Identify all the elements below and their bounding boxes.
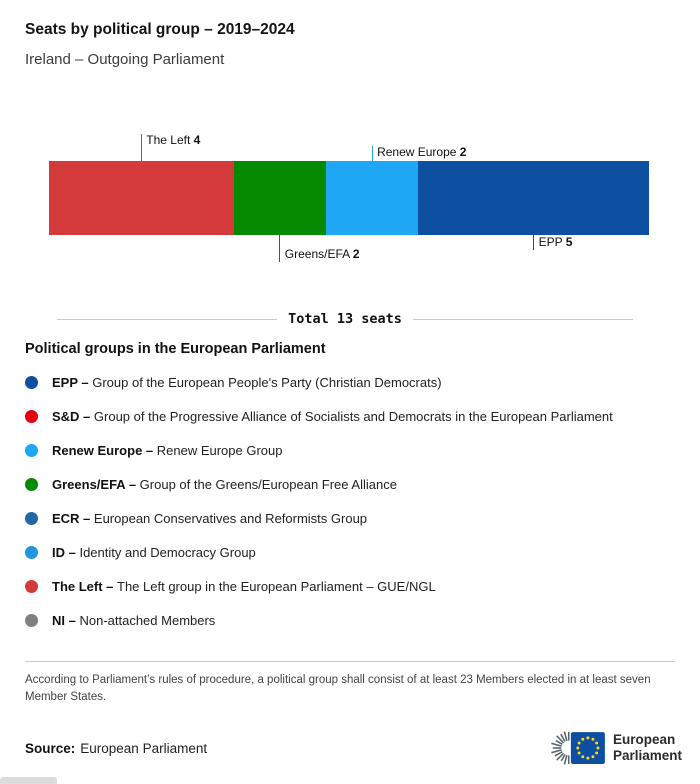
legend-label: Greens/EFA – Group of the Greens/Europea… xyxy=(52,476,397,492)
legend-color-dot xyxy=(25,545,38,559)
divider-line-left xyxy=(57,318,278,320)
footnote-divider xyxy=(25,661,675,662)
legend-label: S&D – Group of the Progressive Alliance … xyxy=(52,408,613,424)
stacked-bar-chart: The Left 4 Greens/EFA 2 Renew Europe 2 EPP … xyxy=(49,101,649,285)
chart-title: Seats by political group – 2019–2024 xyxy=(25,21,295,38)
legend-item: The Left – The Left group in the Europea… xyxy=(25,569,675,603)
legend-label: ID – Identity and Democracy Group xyxy=(52,544,256,560)
ep-logo-text-line2: Parliament xyxy=(612,748,682,763)
legend-label: The Left – The Left group in the Europea… xyxy=(52,578,436,594)
source-value: European Parliament xyxy=(80,740,208,756)
legend-color-dot xyxy=(25,375,38,389)
legend-color-dot xyxy=(25,511,38,525)
bar-segment-renew-europe[interactable] xyxy=(325,161,419,235)
legend-list: EPP – Group of the European People's Par… xyxy=(25,365,675,637)
footer: Source: European Parliament xyxy=(25,728,682,768)
source-label: Source: xyxy=(25,740,76,756)
chart-subtitle: Ireland – Outgoing Parliament xyxy=(25,51,225,68)
legend-item: Greens/EFA – Group of the Greens/Europea… xyxy=(25,467,675,501)
legend-color-dot xyxy=(25,409,38,423)
bar-segment-epp[interactable] xyxy=(418,161,649,235)
legend-item: EPP – Group of the European People's Par… xyxy=(25,365,675,399)
legend-heading: Political groups in the European Parliam… xyxy=(25,341,326,357)
legend-color-dot xyxy=(25,613,38,627)
segment-label: The Left 4 xyxy=(146,133,201,147)
segment-label: Greens/EFA 2 xyxy=(284,247,360,261)
ep-hemicycle-flag-icon xyxy=(551,731,605,765)
legend-color-dot xyxy=(25,443,38,457)
segment-label: Renew Europe 2 xyxy=(377,145,467,159)
total-seats-label: Total 13 seats xyxy=(288,311,402,327)
ep-logo-text: European Parliament xyxy=(613,732,682,763)
legend-item: ID – Identity and Democracy Group xyxy=(25,535,675,569)
source-line: Source: European Parliament xyxy=(25,741,207,756)
total-divider: Total 13 seats xyxy=(57,311,634,327)
legend-label: EPP – Group of the European People's Par… xyxy=(52,374,442,390)
ep-logo-text-line1: European xyxy=(612,732,676,748)
legend-item: Renew Europe – Renew Europe Group xyxy=(25,433,675,467)
segment-label: EPP 5 xyxy=(538,235,573,249)
legend-label: NI – Non-attached Members xyxy=(52,612,216,628)
legend-item: NI – Non-attached Members xyxy=(25,603,675,637)
legend-color-dot xyxy=(25,477,38,491)
legend-item: S&D – Group of the Progressive Alliance … xyxy=(25,399,675,433)
footnote: According to Parliament’s rules of proce… xyxy=(25,674,651,703)
bar-segment-greens-efa[interactable] xyxy=(233,161,326,235)
partial-cutoff-element xyxy=(0,777,57,784)
legend-label: ECR – European Conservatives and Reformi… xyxy=(52,510,368,526)
legend-color-dot xyxy=(25,579,38,593)
divider-line-right xyxy=(412,318,634,320)
stacked-bar xyxy=(49,161,649,235)
bar-segment-the-left[interactable] xyxy=(49,161,234,235)
legend-label: Renew Europe – Renew Europe Group xyxy=(52,442,283,458)
legend-item: ECR – European Conservatives and Reformi… xyxy=(25,501,675,535)
ep-seats-widget: Seats by political group – 2019–2024 Ire… xyxy=(25,21,682,765)
european-parliament-logo[interactable]: European Parliament xyxy=(539,728,682,768)
